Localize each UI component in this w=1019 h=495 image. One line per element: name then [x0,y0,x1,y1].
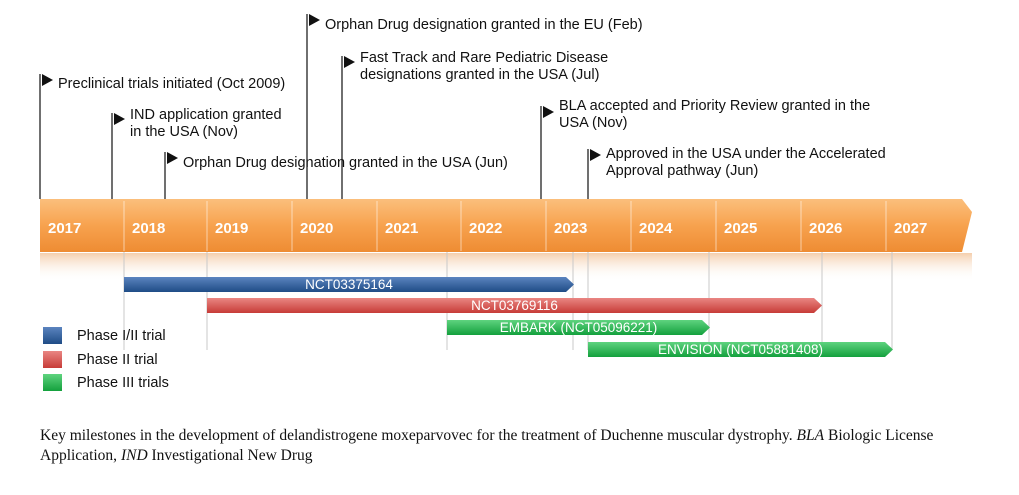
milestone-text-line: Approved in the USA under the Accelerate… [606,146,886,162]
trial-bar-shape [447,320,710,335]
caption-text-3: Investigational New Drug [147,447,313,464]
milestone-arrow-icon [309,14,320,26]
year-label-2026: 2026 [809,220,842,237]
trial-bar-4: ENVISION (NCT05881408) [588,342,893,357]
year-label-2025: 2025 [724,220,757,237]
trial-bar-label: ENVISION (NCT05881408) [658,342,823,357]
milestone-5: Fast Track and Rare Pediatric Diseasedes… [341,50,608,199]
trial-bars: NCT03375164 NCT03769116 EMBARK (NCT0509622… [124,277,893,357]
milestone-text-line: USA (Nov) [559,115,628,131]
milestone-arrow-icon [42,74,53,86]
milestone-text-line: BLA accepted and Priority Review granted… [559,98,870,114]
phase-legend: Phase I/II trial Phase II trial Phase III … [43,327,169,391]
year-label-2021: 2021 [385,220,418,237]
milestone-4: Orphan Drug designation granted in the E… [306,14,643,199]
trial-bar-shape [207,298,822,313]
milestone-arrow-icon [167,152,178,164]
year-label-2019: 2019 [215,220,248,237]
caption-abbr-bla: BLA [796,427,825,444]
caption-text-1: Key milestones in the development of del… [40,427,797,444]
trial-bar-label: NCT03375164 [305,277,393,292]
caption-text-2: Biologic License Application, [40,427,934,464]
milestone-arrow-icon [344,56,355,68]
legend-label: Phase III trials [77,375,169,391]
legend-item-phase1_2: Phase I/II trial [43,327,166,344]
legend-swatch [43,374,62,391]
legend-swatch [43,327,62,344]
milestone-arrow-icon [543,106,554,118]
milestone-6: BLA accepted and Priority Review granted… [540,98,870,199]
milestone-text-line: designations granted in the USA (Jul) [360,67,599,83]
trial-bar-1: NCT03375164 [124,277,574,292]
trial-bar-shape [588,342,893,357]
milestone-text-line: in the USA (Nov) [130,124,238,140]
milestone-1: Preclinical trials initiated (Oct 2009) [39,74,285,199]
milestone-text-line: Fast Track and Rare Pediatric Disease [360,50,608,66]
trial-bar-label: EMBARK (NCT05096221) [500,320,658,335]
legend-item-phase2: Phase II trial [43,351,158,368]
milestone-text-line: Approval pathway (Jun) [606,163,758,179]
year-label-2023: 2023 [554,220,587,237]
legend-label: Phase II trial [77,352,158,368]
caption-abbr-ind: IND [120,447,148,464]
milestone-arrow-icon [114,113,125,125]
legend-item-phase3: Phase III trials [43,374,169,391]
year-label-2020: 2020 [300,220,333,237]
year-dividers [123,201,887,251]
year-label-2017: 2017 [48,220,81,237]
milestone-7: Approved in the USA under the Accelerate… [587,146,886,199]
milestone-3: Orphan Drug designation granted in the U… [164,152,508,199]
year-label-2027: 2027 [894,220,927,237]
year-label-2022: 2022 [469,220,502,237]
milestone-text-line: Orphan Drug designation granted in the U… [183,155,508,171]
legend-label: Phase I/II trial [77,328,166,344]
year-label-2024: 2024 [639,220,673,237]
milestone-text-line: Orphan Drug designation granted in the E… [325,17,643,33]
trial-bar-3: EMBARK (NCT05096221) [447,320,710,335]
trial-bar-shape [124,277,574,292]
figure-caption: Key milestones in the development of del… [40,426,990,466]
timeline-shadow [40,253,972,281]
milestone-text-line: Preclinical trials initiated (Oct 2009) [58,76,285,92]
timeline-band [40,199,972,252]
milestone-arrow-icon [590,149,601,161]
development-timeline-diagram: Preclinical trials initiated (Oct 2009) I… [39,14,972,391]
legend-swatch [43,351,62,368]
milestone-text-line: IND application granted [130,107,282,123]
milestone-group: Preclinical trials initiated (Oct 2009) I… [39,14,886,199]
trial-bar-2: NCT03769116 [207,298,822,313]
year-labels: 2017 2018 2019 2020 2021 2022 2023 2024 2025 2026… [48,220,927,237]
year-label-2018: 2018 [132,220,165,237]
trial-bar-label: NCT03769116 [471,298,558,313]
